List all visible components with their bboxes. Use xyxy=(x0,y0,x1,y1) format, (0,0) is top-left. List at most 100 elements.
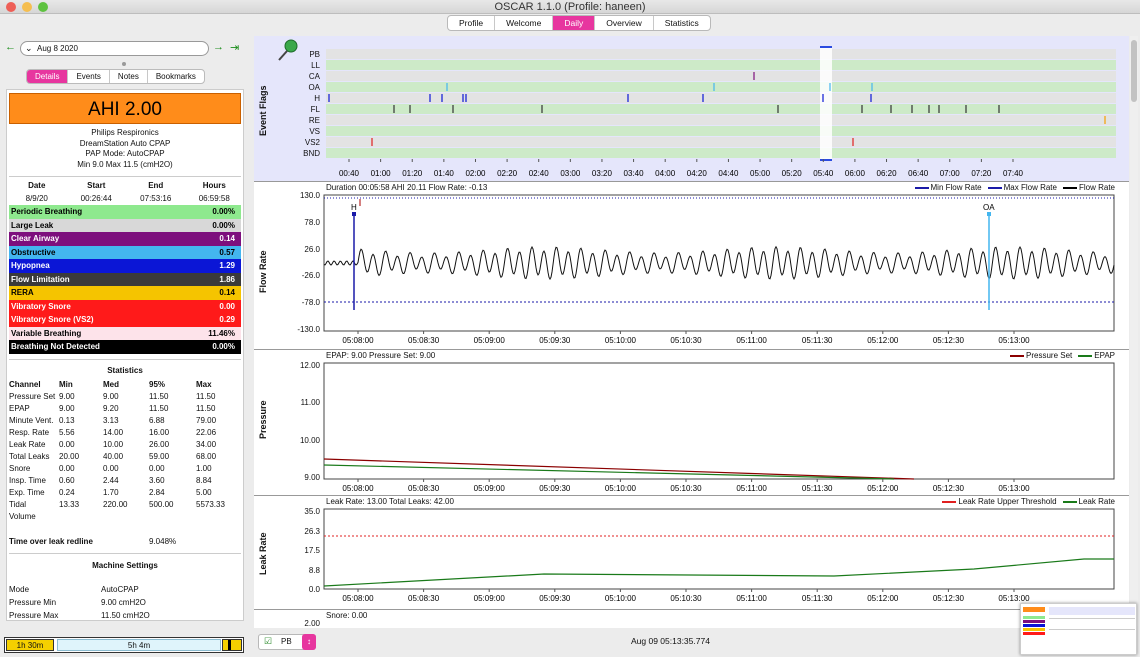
x-tick-label: 05:12:30 xyxy=(933,594,965,603)
flag-band xyxy=(326,137,1116,147)
tab-profile[interactable]: Profile xyxy=(448,16,496,30)
x-tick-label: 05:13:00 xyxy=(998,594,1030,603)
x-tick-label: 04:40 xyxy=(718,169,739,178)
flag-band xyxy=(326,104,1116,114)
statistics-cell: 1.70 xyxy=(103,487,119,497)
legend-item: Min Flow Rate xyxy=(914,183,982,192)
statistics-header: Channel Min Med 95% Max xyxy=(9,379,212,389)
settings-value: 11.50 cmH2O xyxy=(101,610,150,620)
statistics-cell: Resp. Rate xyxy=(9,427,50,437)
x-tick-label: 05:11:30 xyxy=(802,336,833,345)
x-tick-label: 05:11:00 xyxy=(736,484,767,493)
ytick-label: 26.3 xyxy=(304,526,320,536)
checkbox-icon[interactable]: ☑ xyxy=(264,636,273,646)
time-range-bar[interactable]: 1h 30m 5h 4m xyxy=(4,637,244,653)
event-flags-chart[interactable]: 00:40 01:00 01:20 01:40 02:00 02:20 02:40 03:00… xyxy=(254,36,1129,182)
x-tick-label: 04:00 xyxy=(655,169,676,178)
graph-scrollbar[interactable] xyxy=(1130,36,1138,626)
details-panel[interactable]: AHI 2.00 Philips Respironics DreamStatio… xyxy=(6,89,244,621)
x-tick-label: 05:10:30 xyxy=(670,594,702,603)
legend-swatch xyxy=(914,186,929,189)
event-row: Variable Breathing 11.46% xyxy=(9,326,241,340)
snore-panel[interactable]: Snore: 0.00 2.00 xyxy=(254,610,1129,628)
flag-selection-window[interactable] xyxy=(820,47,832,161)
tab-overview[interactable]: Overview xyxy=(595,16,654,30)
tab-welcome[interactable]: Welcome xyxy=(495,16,554,30)
x-tick-label: 05:12:00 xyxy=(867,594,899,603)
ytick-label: -78.0 xyxy=(301,298,320,308)
leak-chart[interactable]: 05:08:00 05:08:30 05:09:00 05:09:30 05:10:00… xyxy=(254,496,1129,610)
event-row: Breathing Not Detected 0.00% xyxy=(9,340,241,354)
flag-band xyxy=(326,82,1116,92)
graph-scrollbar-thumb[interactable] xyxy=(1131,40,1137,102)
statistics-cell: Exp. Time xyxy=(9,487,45,497)
statistics-cell: 34.00 xyxy=(196,439,217,449)
plot-frame xyxy=(323,508,1115,590)
pressure-set-series xyxy=(323,458,915,480)
pap-mode: PAP Mode: AutoCPAP xyxy=(85,149,165,158)
statistics-cell: EPAP xyxy=(9,403,30,413)
legend-item: Leak Rate xyxy=(1062,497,1115,506)
machine-model: DreamStation Auto CPAP xyxy=(79,138,171,148)
pressure-panel[interactable]: Pressure EPAP: 9.00 Pressure Set: 9.00 P… xyxy=(254,350,1129,496)
statistics-cell: 9.00 xyxy=(59,403,75,413)
x-tick-label: 05:09:30 xyxy=(539,336,571,345)
tab-statistics[interactable]: Statistics xyxy=(664,18,699,28)
flag-selector[interactable]: ☑ PB ↕ xyxy=(258,634,316,650)
event-flags-panel[interactable]: Event Flags PB LL CA OA H FL RE VS VS2 BND 00:40 0… xyxy=(254,36,1129,182)
selector-chevron-icon[interactable]: ↕ xyxy=(302,634,316,650)
leak-legend: Leak Rate Upper Threshold Leak Rate xyxy=(942,497,1115,506)
x-tick-label: 05:12:00 xyxy=(867,484,899,493)
x-tick-label: 03:20 xyxy=(592,169,613,178)
event-name: Breathing Not Detected xyxy=(11,342,100,351)
tab-daily[interactable]: Daily xyxy=(553,16,596,30)
pressure-range: Min 9.0 Max 11.5 (cmH2O) xyxy=(77,159,173,169)
tab-events[interactable]: Events xyxy=(68,70,110,83)
range-middle-label: 5h 4m xyxy=(127,641,151,650)
settings-value: AutoCPAP xyxy=(101,584,139,594)
flag-channel-label: LL xyxy=(311,61,320,70)
event-name: Flow Limitation xyxy=(11,274,70,284)
snore-ytick: 2.00 xyxy=(304,619,320,628)
range-left-label: 1h 30m xyxy=(6,639,54,651)
minimize-window-button[interactable] xyxy=(22,2,32,12)
x-tick-label: 05:10:30 xyxy=(670,336,702,345)
x-tick-label: 07:20 xyxy=(971,169,992,178)
x-tick-label: 02:00 xyxy=(465,169,486,178)
pressure-chart[interactable]: 05:08:00 05:08:30 05:09:00 05:09:30 05:10:00… xyxy=(254,350,1129,496)
range-slider[interactable]: 5h 4m xyxy=(57,639,221,651)
last-day-arrow-icon[interactable]: ⇥ xyxy=(230,42,240,54)
splitter-handle[interactable] xyxy=(122,62,126,66)
chevron-down-icon: ⌄ xyxy=(25,43,33,53)
statistics-row: Insp. Time 0.60 2.44 3.60 8.84 xyxy=(7,475,243,487)
flag-channel-label: H xyxy=(314,94,320,103)
settings-row: Pressure Min 9.00 cmH2O xyxy=(7,596,243,609)
zoom-window-button[interactable] xyxy=(38,2,48,12)
x-tick-label: 05:08:30 xyxy=(408,594,440,603)
event-value: 11.46% xyxy=(208,328,235,338)
flow-rate-chart[interactable]: H OA 05:08:00 05:08:30 05:09:00 05:09:30 05:10… xyxy=(254,182,1129,350)
x-tick-label: 03:00 xyxy=(560,169,581,178)
flag-channel-label: BND xyxy=(303,149,320,158)
event-row: Hypopnea 1.29 xyxy=(9,259,241,273)
statistics-cell: 0.00 xyxy=(103,463,119,473)
leak-panel[interactable]: Leak Rate Leak Rate: 13.00 Total Leaks: … xyxy=(254,496,1129,610)
date-picker[interactable]: ⌄ Aug 8 2020 xyxy=(20,41,209,56)
close-window-button[interactable] xyxy=(6,2,16,12)
previous-day-arrow-icon[interactable]: ← xyxy=(5,41,16,53)
tab-notes[interactable]: Notes xyxy=(110,70,148,83)
statistics-cell: 11.50 xyxy=(196,391,216,401)
tab-bookmarks[interactable]: Bookmarks xyxy=(155,72,196,81)
pushpin-icon[interactable] xyxy=(274,38,300,66)
tab-details[interactable]: Details xyxy=(27,70,69,83)
statistics-cell: 26.00 xyxy=(149,439,170,449)
x-tick-label: 05:11:00 xyxy=(736,594,767,603)
flow-rate-panel[interactable]: Flow Rate Duration 00:05:58 AHI 20.11 Fl… xyxy=(254,182,1129,350)
range-right-handle[interactable] xyxy=(222,639,242,651)
next-day-arrow-icon[interactable]: → xyxy=(213,41,224,53)
flag-band xyxy=(326,93,1116,103)
ahi-banner: AHI 2.00 xyxy=(9,93,241,124)
legend-swatch xyxy=(1010,354,1024,357)
x-tick-label: 02:40 xyxy=(529,169,550,178)
event-row: Periodic Breathing 0.00% xyxy=(9,205,241,219)
